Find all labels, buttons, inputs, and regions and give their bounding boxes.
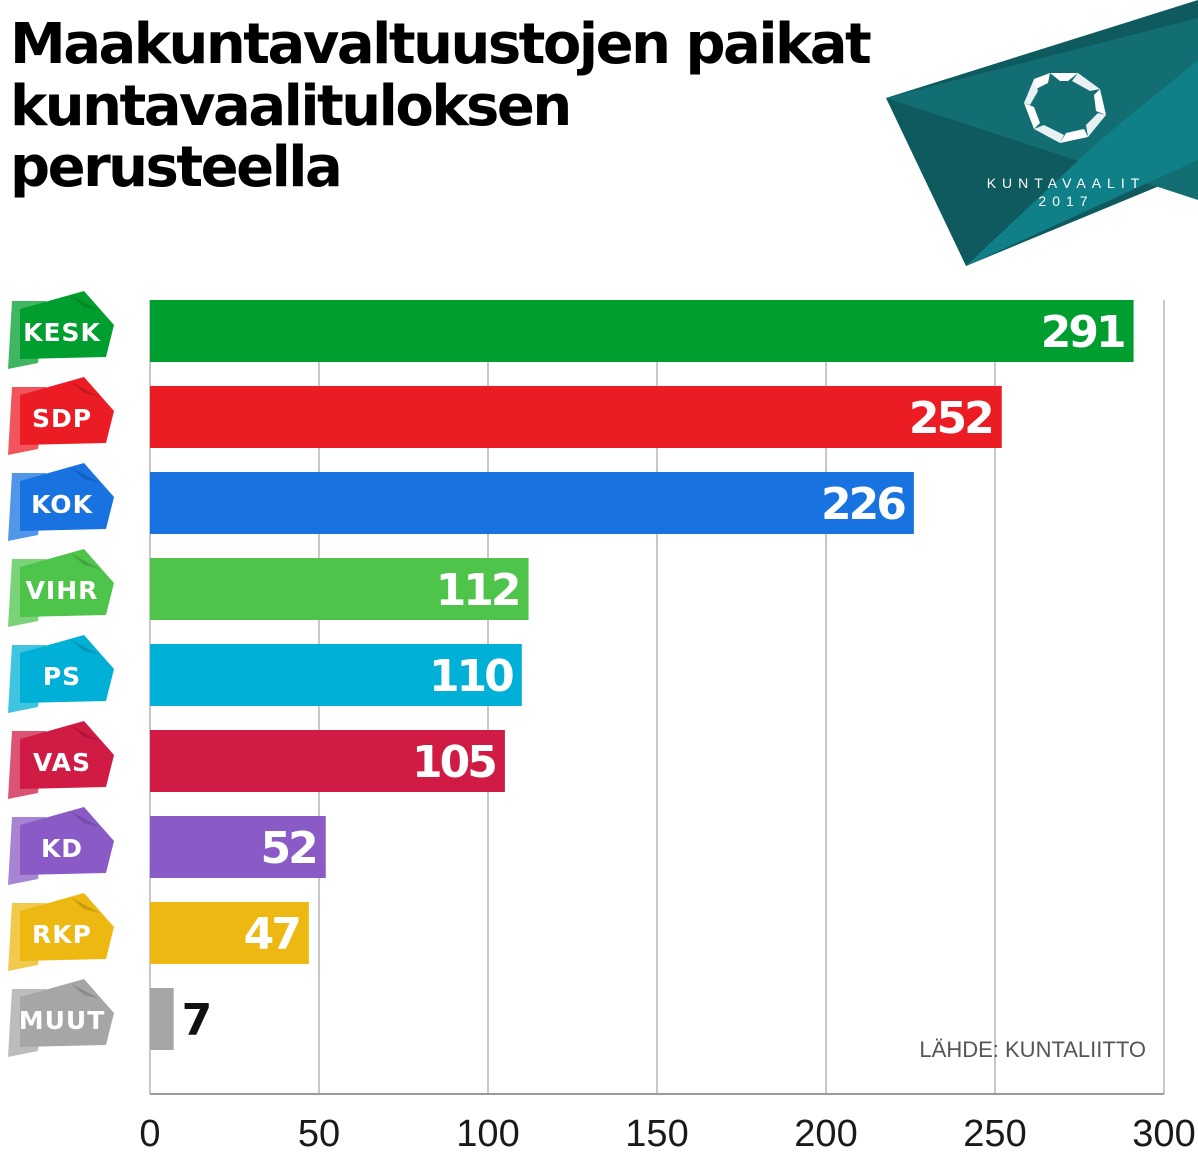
- bar-vihr: [150, 558, 529, 620]
- badge-front-shape: [20, 291, 114, 359]
- bar-value-label: 47: [244, 909, 300, 960]
- bar-value-label: 112: [436, 565, 519, 616]
- bar-kesk: [150, 300, 1134, 362]
- badge-front-shape: [20, 463, 114, 531]
- party-label: KOK: [31, 490, 94, 519]
- bar-value-label: 52: [261, 823, 316, 874]
- logo-text-line2: 2017: [1038, 193, 1093, 209]
- badge-fold-shape: [70, 897, 100, 913]
- bar-rkp: [150, 902, 309, 964]
- bar-sdp: [150, 386, 1002, 448]
- party-badge-vas: VAS: [8, 721, 114, 799]
- party-badge-ps: PS: [8, 635, 114, 713]
- kuntavaalit-2017-logo: KUNTAVAALIT 2017: [886, 0, 1198, 266]
- bar-kd: [150, 816, 326, 878]
- logo-banner-front: [966, 60, 1198, 266]
- party-label: RKP: [32, 920, 92, 949]
- source-label: LÄHDE: KUNTALIITTO: [919, 1037, 1146, 1062]
- party-label: VIHR: [26, 576, 99, 605]
- party-badge-kesk: KESK: [8, 291, 114, 369]
- party-badges: KESK SDP KOK VIHR PS VAS KD RKP MUUT: [8, 291, 114, 1057]
- badge-fold-shape: [70, 983, 100, 999]
- bar-value-label: 291: [1041, 307, 1124, 358]
- party-badge-rkp: RKP: [8, 893, 114, 971]
- chart-title: Maakuntavaltuustojen paikat kuntavaalitu…: [10, 12, 872, 201]
- badge-front-shape: [20, 721, 114, 789]
- badge-front-shape: [20, 549, 114, 617]
- badge-front-shape: [20, 635, 114, 703]
- bar-value-label: 110: [429, 651, 513, 702]
- party-label: VAS: [33, 748, 91, 777]
- party-label: MUUT: [19, 1006, 106, 1035]
- party-badge-kd: KD: [8, 807, 114, 885]
- bar-value-label: 105: [412, 737, 495, 788]
- x-tick-label: 200: [794, 1113, 857, 1155]
- bar-muut: [150, 988, 174, 1050]
- party-label: PS: [43, 662, 81, 691]
- x-tick-label: 150: [625, 1113, 688, 1155]
- badge-fold-shape: [70, 725, 100, 741]
- bar-ps: [150, 644, 522, 706]
- badge-front-shape: [20, 893, 114, 961]
- logo-text-line1: KUNTAVAALIT: [987, 175, 1146, 191]
- badge-fold-shape: [70, 295, 100, 311]
- badge-fold-shape: [70, 553, 100, 569]
- bar-value-label: 252: [909, 393, 992, 444]
- badge-fold-shape: [70, 381, 100, 397]
- party-badge-kok: KOK: [8, 463, 114, 541]
- x-tick-label: 100: [456, 1113, 519, 1155]
- party-label: KESK: [23, 318, 101, 347]
- party-label: SDP: [32, 404, 92, 433]
- bar-kok: [150, 472, 914, 534]
- badge-front-shape: [20, 807, 114, 875]
- party-badge-muut: MUUT: [8, 979, 114, 1057]
- bar-value-label: 226: [821, 479, 905, 530]
- x-tick-label: 0: [139, 1113, 160, 1155]
- x-tick-label: 300: [1132, 1113, 1195, 1155]
- badge-fold-shape: [70, 811, 100, 827]
- x-tick-label: 250: [963, 1113, 1026, 1155]
- bar-vas: [150, 730, 505, 792]
- badge-front-shape: [20, 377, 114, 445]
- party-badge-sdp: SDP: [8, 377, 114, 455]
- party-label: KD: [41, 834, 83, 863]
- x-tick-label: 50: [298, 1113, 340, 1155]
- bar-value-label: 7: [182, 995, 210, 1046]
- x-axis-tick-labels: 0 50 100 150 200 250 300: [139, 1113, 1195, 1155]
- party-badge-vihr: VIHR: [8, 549, 114, 627]
- star-emblem-icon: [1024, 73, 1106, 143]
- badge-fold-shape: [70, 639, 100, 655]
- badge-fold-shape: [70, 467, 100, 483]
- badge-front-shape: [20, 979, 114, 1047]
